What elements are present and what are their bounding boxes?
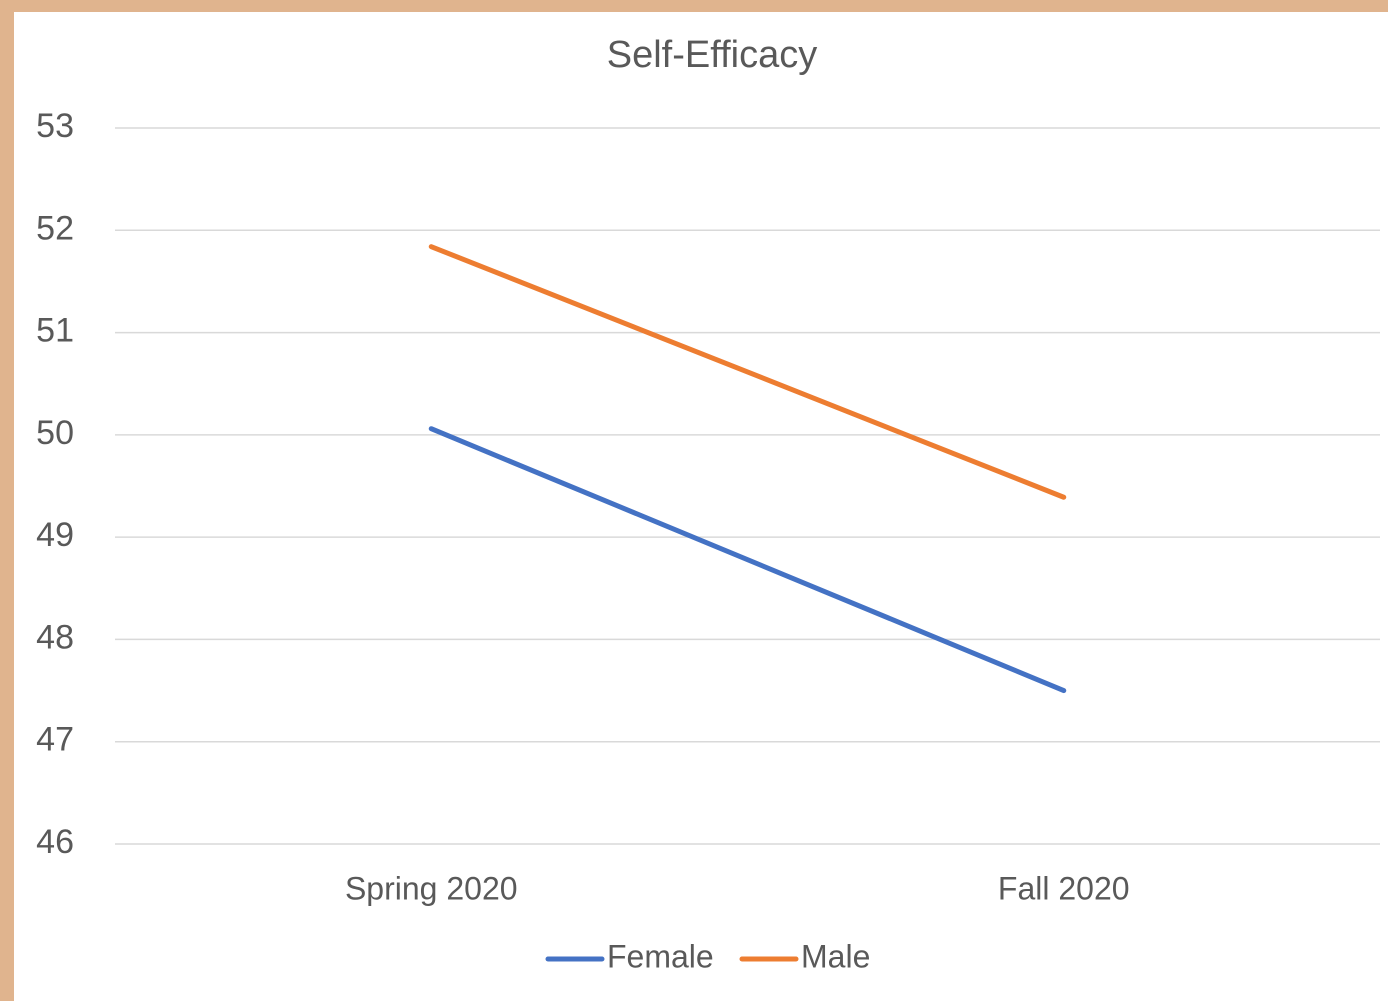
x-tick-label: Spring 2020 — [345, 870, 518, 906]
series-line — [428, 244, 1067, 500]
y-tick-label: 52 — [36, 209, 74, 247]
chart-title: Self-Efficacy — [607, 34, 817, 76]
y-tick-label: 48 — [36, 618, 74, 656]
chart-area — [14, 12, 1388, 1001]
y-tick-label: 50 — [36, 414, 74, 452]
x-tick-label: Fall 2020 — [998, 870, 1130, 906]
series-line — [428, 426, 1067, 694]
y-tick-label: 51 — [36, 312, 74, 350]
y-tick-label: 53 — [36, 107, 74, 145]
y-tick-label: 47 — [36, 721, 74, 759]
legend-label: Male — [801, 938, 870, 974]
y-tick-label: 49 — [36, 516, 74, 554]
y-tick-label: 46 — [36, 823, 74, 861]
legend-label: Female — [607, 938, 714, 974]
